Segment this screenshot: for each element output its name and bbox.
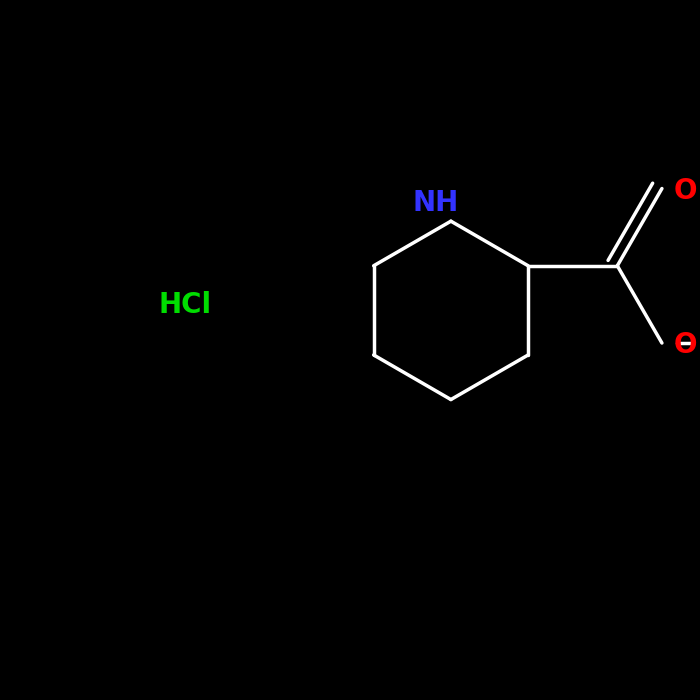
Text: O: O <box>674 176 697 204</box>
Text: O: O <box>674 331 697 359</box>
Text: NH: NH <box>413 189 459 217</box>
Text: HCl: HCl <box>159 291 211 319</box>
